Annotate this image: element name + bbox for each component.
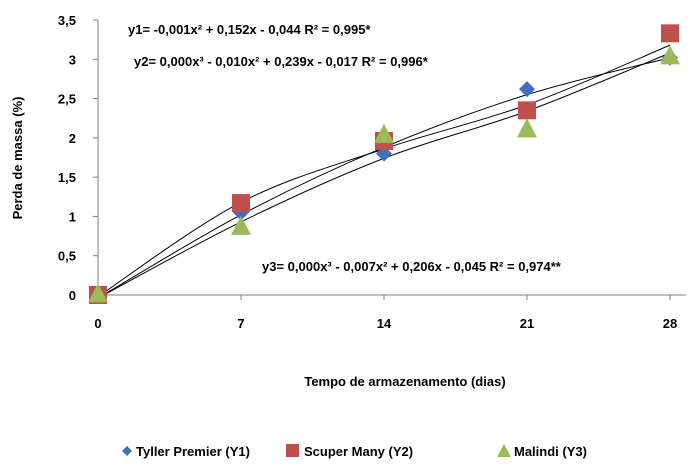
marker-malindi xyxy=(660,45,680,65)
legend-label-tyller-premier: Tyller Premier (Y1) xyxy=(136,444,250,459)
marker-tyller-premier xyxy=(519,81,535,98)
marker-malindi xyxy=(231,215,251,235)
y-tick-label: 0 xyxy=(69,288,76,303)
x-tick-label: 0 xyxy=(94,316,101,331)
y-ticks: 0 0,5 1 1,5 2 2,5 3 3,5 xyxy=(58,13,98,303)
legend: Tyller Premier (Y1) Scuper Many (Y2) Mal… xyxy=(122,444,587,459)
x-tick-label: 21 xyxy=(520,316,534,331)
y-tick-label: 3,5 xyxy=(58,13,76,28)
marker-malindi xyxy=(517,118,537,138)
x-ticks: 0 7 14 21 28 xyxy=(94,295,677,331)
equation-y3: y3= 0,000x³ - 0,007x² + 0,206x - 0,045 R… xyxy=(262,259,562,274)
x-tick-label: 7 xyxy=(237,316,244,331)
y-tick-label: 1,5 xyxy=(58,170,76,185)
marker-scuper-many xyxy=(661,24,679,43)
marker-scuper-many xyxy=(518,101,536,120)
y-tick-label: 2,5 xyxy=(58,92,76,107)
x-tick-label: 14 xyxy=(377,316,392,331)
y-tick-label: 2 xyxy=(69,131,76,146)
x-axis-title: Tempo de armazenamento (dias) xyxy=(304,374,505,389)
legend-label-scuper-many: Scuper Many (Y2) xyxy=(304,444,413,459)
y-tick-label: 1 xyxy=(69,209,76,224)
y-axis-title: Perda de massa (%) xyxy=(10,97,25,220)
legend-marker-malindi xyxy=(497,444,511,457)
legend-marker-scuper-many xyxy=(286,444,299,457)
equation-y2: y2= 0,000x³ - 0,010x² + 0,239x - 0,017 R… xyxy=(134,54,429,69)
y-tick-label: 3 xyxy=(69,52,76,67)
marker-malindi xyxy=(88,283,108,303)
x-tick-label: 28 xyxy=(663,316,677,331)
axes xyxy=(97,20,686,296)
marker-malindi xyxy=(374,123,394,143)
data-markers xyxy=(88,24,680,304)
legend-label-malindi: Malindi (Y3) xyxy=(514,444,587,459)
y-tick-label: 0,5 xyxy=(58,249,76,264)
legend-marker-tyller-premier xyxy=(122,446,132,456)
equation-y1: y1= -0,001x² + 0,152x - 0,044 R² = 0,995… xyxy=(128,22,371,37)
marker-scuper-many xyxy=(232,194,250,213)
